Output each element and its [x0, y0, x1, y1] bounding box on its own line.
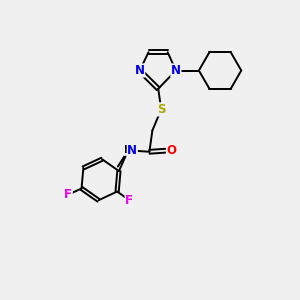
Text: H: H — [124, 145, 133, 155]
Text: O: O — [167, 144, 176, 157]
Text: N: N — [171, 64, 181, 77]
Text: F: F — [125, 194, 133, 206]
Text: N: N — [127, 144, 137, 157]
Text: F: F — [64, 188, 72, 201]
Text: S: S — [157, 103, 165, 116]
Text: N: N — [135, 64, 145, 77]
